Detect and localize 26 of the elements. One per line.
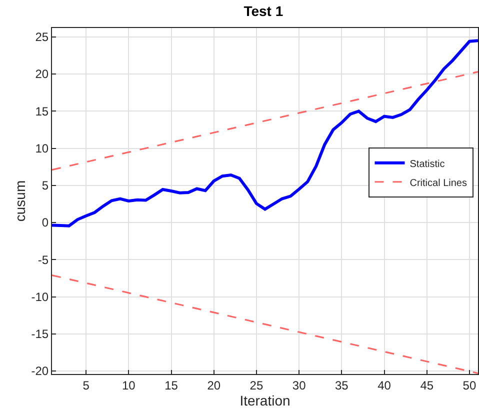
y-tick-label: -15 xyxy=(31,327,49,342)
y-tick-label: 0 xyxy=(42,216,49,230)
x-tick-label: 10 xyxy=(122,378,136,392)
x-tick-label: 15 xyxy=(164,378,178,392)
legend-label: Critical Lines xyxy=(410,178,467,189)
x-tick-label: 30 xyxy=(292,378,306,392)
x-tick-label: 40 xyxy=(378,378,392,392)
x-tick-label: 5 xyxy=(82,378,90,392)
x-tick-label: 45 xyxy=(420,378,434,392)
x-axis-title: Iteration xyxy=(240,392,290,409)
y-tick-label: -20 xyxy=(31,364,49,378)
x-tick-label: 20 xyxy=(207,378,221,392)
y-tick-label: 25 xyxy=(35,30,49,44)
y-tick-label: -5 xyxy=(38,252,49,267)
y-tick-label: 20 xyxy=(35,67,49,82)
line-series xyxy=(52,39,478,228)
y-tick-label: 5 xyxy=(42,178,49,193)
y-tick-label: -10 xyxy=(31,290,49,304)
x-tick-label: 25 xyxy=(250,378,264,392)
chart-title: Test 1 xyxy=(244,3,284,20)
y-tick-label: 10 xyxy=(35,141,49,156)
legend-label: Statistic xyxy=(410,158,445,170)
y-tick-label: 15 xyxy=(35,104,49,118)
y-axis-title: cusum xyxy=(12,180,28,222)
x-tick-label: 35 xyxy=(335,378,349,392)
x-tick-label: 50 xyxy=(462,378,476,392)
